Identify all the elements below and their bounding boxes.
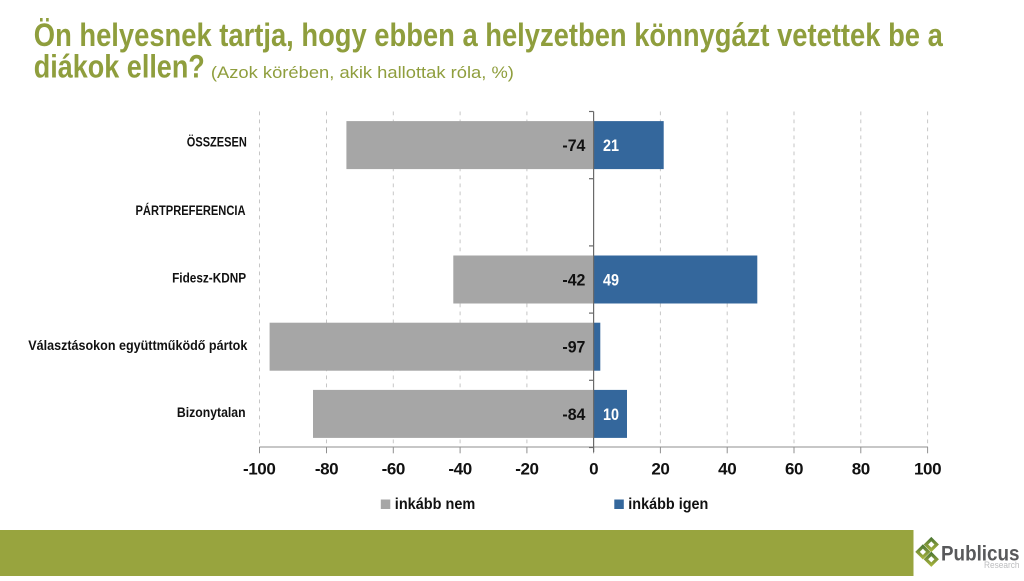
svg-text:-100: -100 [243, 460, 275, 479]
svg-text:10: 10 [603, 405, 619, 424]
svg-text:80: 80 [852, 460, 870, 479]
svg-text:PÁRTPREFERENCIA: PÁRTPREFERENCIA [136, 203, 246, 218]
svg-text:-40: -40 [448, 460, 471, 479]
svg-text:40: 40 [718, 460, 736, 479]
svg-text:Publicus: Publicus [941, 542, 1020, 566]
svg-text:Research: Research [984, 560, 1020, 570]
svg-text:60: 60 [785, 460, 803, 479]
svg-text:-97: -97 [562, 338, 585, 357]
svg-text:-80: -80 [315, 460, 338, 479]
svg-text:ÖSSZESEN: ÖSSZESEN [187, 135, 247, 150]
svg-text:100: 100 [914, 460, 941, 479]
svg-text:Ön helyesnek tartja, hogy ebbe: Ön helyesnek tartja, hogy ebben a helyze… [34, 17, 943, 53]
svg-text:49: 49 [603, 270, 619, 289]
svg-text:-60: -60 [382, 460, 405, 479]
svg-text:-84: -84 [562, 405, 586, 424]
svg-text:Bizonytalan: Bizonytalan [177, 405, 246, 420]
svg-text:0: 0 [589, 460, 598, 479]
svg-text:21: 21 [603, 136, 619, 155]
svg-text:-20: -20 [515, 460, 538, 479]
svg-text:-74: -74 [562, 136, 586, 155]
svg-text:inkább nem: inkább nem [395, 496, 476, 513]
svg-text:20: 20 [651, 460, 669, 479]
svg-text:-42: -42 [562, 270, 585, 289]
svg-text:inkább igen: inkább igen [628, 496, 708, 513]
svg-text:Fidesz-KDNP: Fidesz-KDNP [172, 271, 246, 286]
svg-text:(Azok körében, akik hallottak: (Azok körében, akik hallottak róla, %) [211, 64, 514, 82]
svg-text:diákok ellen?: diákok ellen? [34, 49, 205, 85]
svg-text:Választásokon együttműködő pár: Választásokon együttműködő pártok [28, 338, 247, 353]
